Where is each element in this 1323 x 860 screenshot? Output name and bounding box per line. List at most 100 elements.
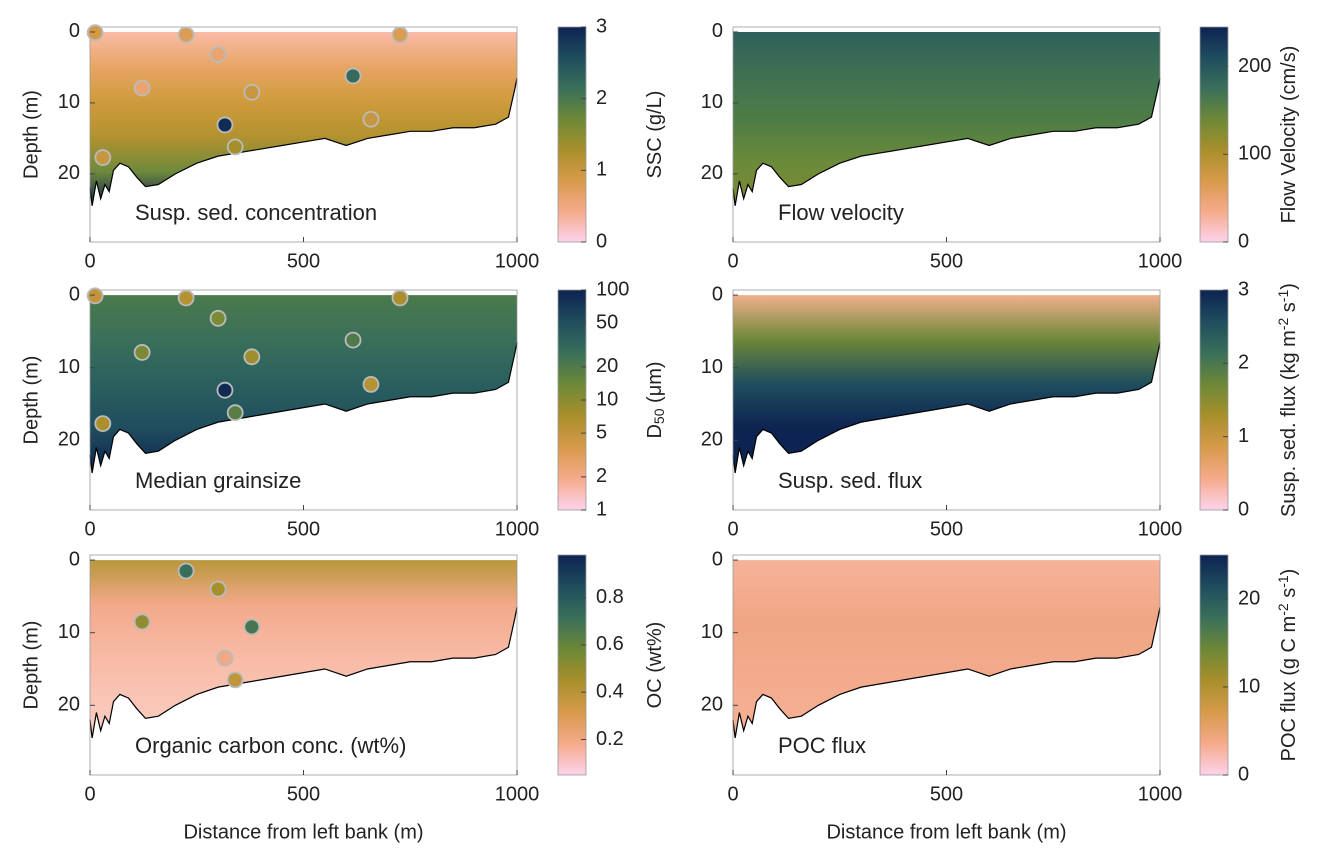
y-tick-label: 20	[701, 162, 723, 184]
x-tick-label: 500	[930, 518, 963, 540]
colorbar-label-part: -2	[1275, 603, 1291, 616]
sample-point	[209, 46, 227, 64]
colorbar-label-part: -2	[1275, 318, 1291, 331]
y-axis-label: Depth (m)	[20, 356, 42, 445]
colorbar-label-part: s	[1278, 302, 1300, 318]
colorbar-label: D50 (μm)	[644, 361, 667, 438]
x-tick-label: 0	[727, 783, 738, 805]
field	[90, 295, 517, 473]
panel-annotation: Susp. sed. flux	[778, 468, 922, 493]
x-tick-label: 500	[930, 783, 963, 805]
sample-point	[177, 562, 195, 580]
x-tick-label: 500	[287, 250, 320, 272]
colorbar-label-part: -1	[1275, 290, 1291, 303]
sample-point	[86, 287, 104, 305]
colorbar-tick-label: 100	[596, 278, 629, 300]
sample-point	[133, 613, 151, 631]
y-tick-label: 0	[69, 548, 80, 570]
colorbar-label: POC flux (g C m-2 s-1)	[1275, 569, 1300, 762]
colorbar-label-part: SSC (g/L)	[644, 91, 666, 179]
field	[90, 31, 517, 206]
x-tick-label: 0	[84, 518, 95, 540]
field	[733, 295, 1160, 473]
x-tick-label: 1000	[495, 783, 540, 805]
sample-point	[133, 344, 151, 361]
colorbar-tick-label: 0.4	[596, 680, 624, 702]
sample-point	[344, 331, 362, 349]
colorbar-label-part: -1	[1275, 575, 1291, 588]
colorbar-label: Flow Velocity (cm/s)	[1278, 46, 1300, 224]
colorbar-tick-label: 0	[1238, 763, 1249, 785]
colorbar-label-part: )	[1278, 283, 1300, 290]
colorbar-tick-label: 1	[596, 498, 607, 520]
y-tick-label: 0	[712, 20, 723, 42]
colorbar	[557, 554, 587, 776]
sample-point	[391, 289, 409, 307]
colorbar-tick-label: 0.8	[596, 586, 624, 608]
colorbar-label-part: Flow Velocity (cm/s)	[1278, 46, 1300, 224]
colorbar-label-part: 50	[651, 408, 667, 424]
colorbar-tick-label: 0	[1238, 498, 1249, 520]
panel-annotation: Flow velocity	[778, 200, 904, 225]
colorbar-label-part: s	[1278, 588, 1300, 604]
sample-point	[209, 309, 227, 327]
colorbar-tick-label: 50	[596, 311, 618, 333]
colorbar-label: SSC (g/L)	[644, 91, 666, 179]
y-tick-label: 20	[58, 162, 80, 184]
colorbar-label: OC (wt%)	[644, 622, 666, 709]
sample-point	[391, 26, 409, 44]
x-axis-label: Distance from left bank (m)	[826, 821, 1066, 843]
panel-annotation: Organic carbon conc. (wt%)	[135, 733, 406, 758]
y-tick-label: 20	[58, 694, 80, 716]
sample-point	[243, 348, 261, 366]
sample-point	[133, 79, 151, 97]
colorbar-label-part: OC (wt%)	[644, 622, 666, 709]
y-tick-label: 0	[712, 548, 723, 570]
colorbar-tick-label: 3	[596, 15, 607, 37]
colorbar-tick-label: 10	[1238, 675, 1260, 697]
sample-point	[216, 649, 234, 667]
x-tick-label: 1000	[1138, 518, 1183, 540]
field	[90, 560, 517, 738]
colorbar-tick-label: 0	[1238, 230, 1249, 252]
colorbar-tick-label: 2	[1238, 352, 1249, 374]
x-tick-label: 500	[930, 250, 963, 272]
colorbar-tick-label: 10	[596, 388, 618, 410]
x-tick-label: 1000	[1138, 250, 1183, 272]
x-tick-label: 1000	[495, 518, 540, 540]
y-tick-label: 10	[701, 91, 723, 113]
y-tick-label: 0	[712, 283, 723, 305]
colorbar-tick-label: 3	[1238, 278, 1249, 300]
y-tick-label: 20	[58, 429, 80, 451]
sample-point	[226, 671, 244, 689]
colorbar-tick-label: 1	[596, 159, 607, 181]
colorbar-tick-label: 100	[1238, 143, 1271, 165]
sample-point	[362, 375, 380, 393]
sample-point	[216, 116, 234, 134]
x-tick-label: 1000	[495, 250, 540, 272]
y-axis-label: Depth (m)	[20, 90, 42, 179]
y-tick-label: 10	[58, 91, 80, 113]
colorbar-label-part: (μm)	[644, 361, 666, 408]
colorbar-tick-label: 0	[596, 230, 607, 252]
colorbar-label: Susp. sed. flux (kg m-2 s-1)	[1275, 283, 1300, 517]
colorbar-label-part: D	[644, 424, 666, 438]
y-tick-label: 20	[701, 694, 723, 716]
x-tick-label: 0	[727, 518, 738, 540]
x-tick-label: 0	[84, 250, 95, 272]
colorbar-tick-label: 5	[596, 421, 607, 443]
sample-point	[344, 67, 362, 85]
bed-line	[732, 342, 1161, 474]
colorbar-tick-label: 0.6	[596, 633, 624, 655]
x-axis-label: Distance from left bank (m)	[183, 821, 423, 843]
field	[733, 560, 1160, 738]
y-axis-label: Depth (m)	[20, 621, 42, 710]
sample-point	[209, 580, 227, 598]
bed-line	[732, 607, 1161, 739]
x-tick-label: 500	[287, 783, 320, 805]
colorbar-label-part: POC flux (g C m	[1278, 616, 1300, 762]
colorbar-label-part: Susp. sed. flux (kg m	[1278, 330, 1300, 517]
y-tick-label: 20	[701, 429, 723, 451]
colorbar-tick-label: 2	[596, 87, 607, 109]
